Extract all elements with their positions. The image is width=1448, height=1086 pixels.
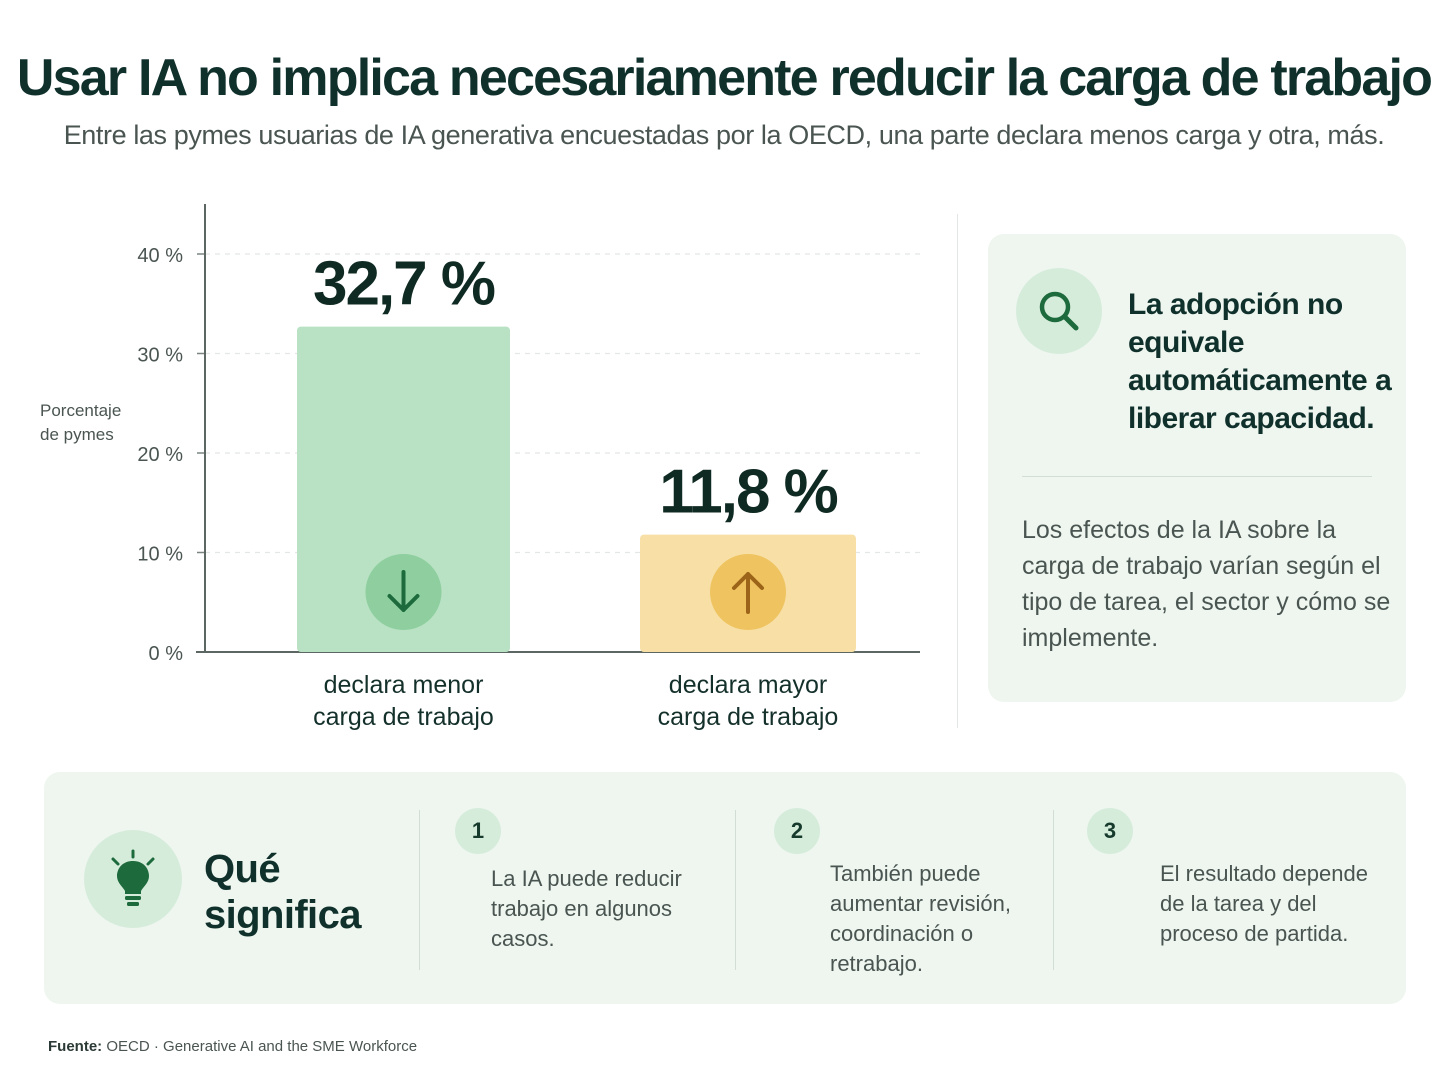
insight-card: La adopción no equivale automáticamente … — [988, 234, 1406, 702]
y-tick-label: 10 % — [137, 544, 183, 566]
category-label: declara menor — [324, 671, 484, 699]
y-tick-label: 20 % — [137, 444, 183, 466]
step-text-3: El resultado depende de la tarea y del p… — [1160, 861, 1368, 946]
column-divider — [419, 810, 420, 970]
source-org: OECD — [106, 1038, 150, 1055]
bar — [297, 326, 510, 652]
step-number-2: 2 — [774, 808, 820, 854]
vertical-divider — [957, 214, 958, 728]
arrow-up-icon — [732, 572, 764, 614]
meaning-card: Qué significa 1 La IA puede reducir trab… — [44, 772, 1406, 1004]
meaning-heading: Qué significa — [204, 847, 361, 937]
y-tick-label: 30 % — [137, 345, 183, 367]
source-label: Fuente: — [48, 1038, 103, 1055]
step-text-2: También puede aumentar revisión, coordin… — [830, 861, 1011, 976]
y-axis-label: de pymes — [40, 425, 114, 444]
bar-value-label: 32,7 % — [313, 250, 495, 319]
insight-divider — [1022, 476, 1372, 477]
bar-value-label: 11,8 % — [659, 458, 837, 527]
category-label: carga de trabajo — [658, 703, 839, 731]
lightbulb-icon — [84, 830, 182, 928]
source-publication: Generative AI and the SME Workforce — [163, 1038, 418, 1055]
insight-text: Los efectos de la IA sobre la carga de t… — [1022, 516, 1391, 652]
column-divider — [735, 810, 736, 970]
column-divider — [1053, 810, 1054, 970]
y-tick-label: 0 % — [149, 643, 184, 665]
step-text-1: La IA puede reducir trabajo en algunos c… — [491, 866, 682, 951]
page-title: Usar IA no implica necesariamente reduci… — [16, 49, 1433, 107]
step-number-1: 1 — [455, 808, 501, 854]
category-label: declara mayor — [669, 671, 827, 699]
search-icon — [1016, 268, 1102, 354]
bar-chart: 0 % 10 % 20 % 30 % 40 % Porcentaje de pymes 32,… — [40, 204, 920, 731]
arrow-down-icon — [387, 570, 420, 612]
insight-heading: La adopción no equivale automáticamente … — [1128, 288, 1392, 435]
category-label: carga de trabajo — [313, 703, 494, 731]
y-tick-label: 40 % — [137, 245, 183, 267]
source-note: Fuente: OECD · Generative AI and the SME… — [48, 1038, 417, 1055]
source-separator: · — [153, 1038, 159, 1055]
page-subtitle: Entre las pymes usuarias de IA generativ… — [63, 120, 1385, 150]
step-number-3: 3 — [1087, 808, 1133, 854]
y-axis-label: Porcentaje — [40, 401, 121, 420]
